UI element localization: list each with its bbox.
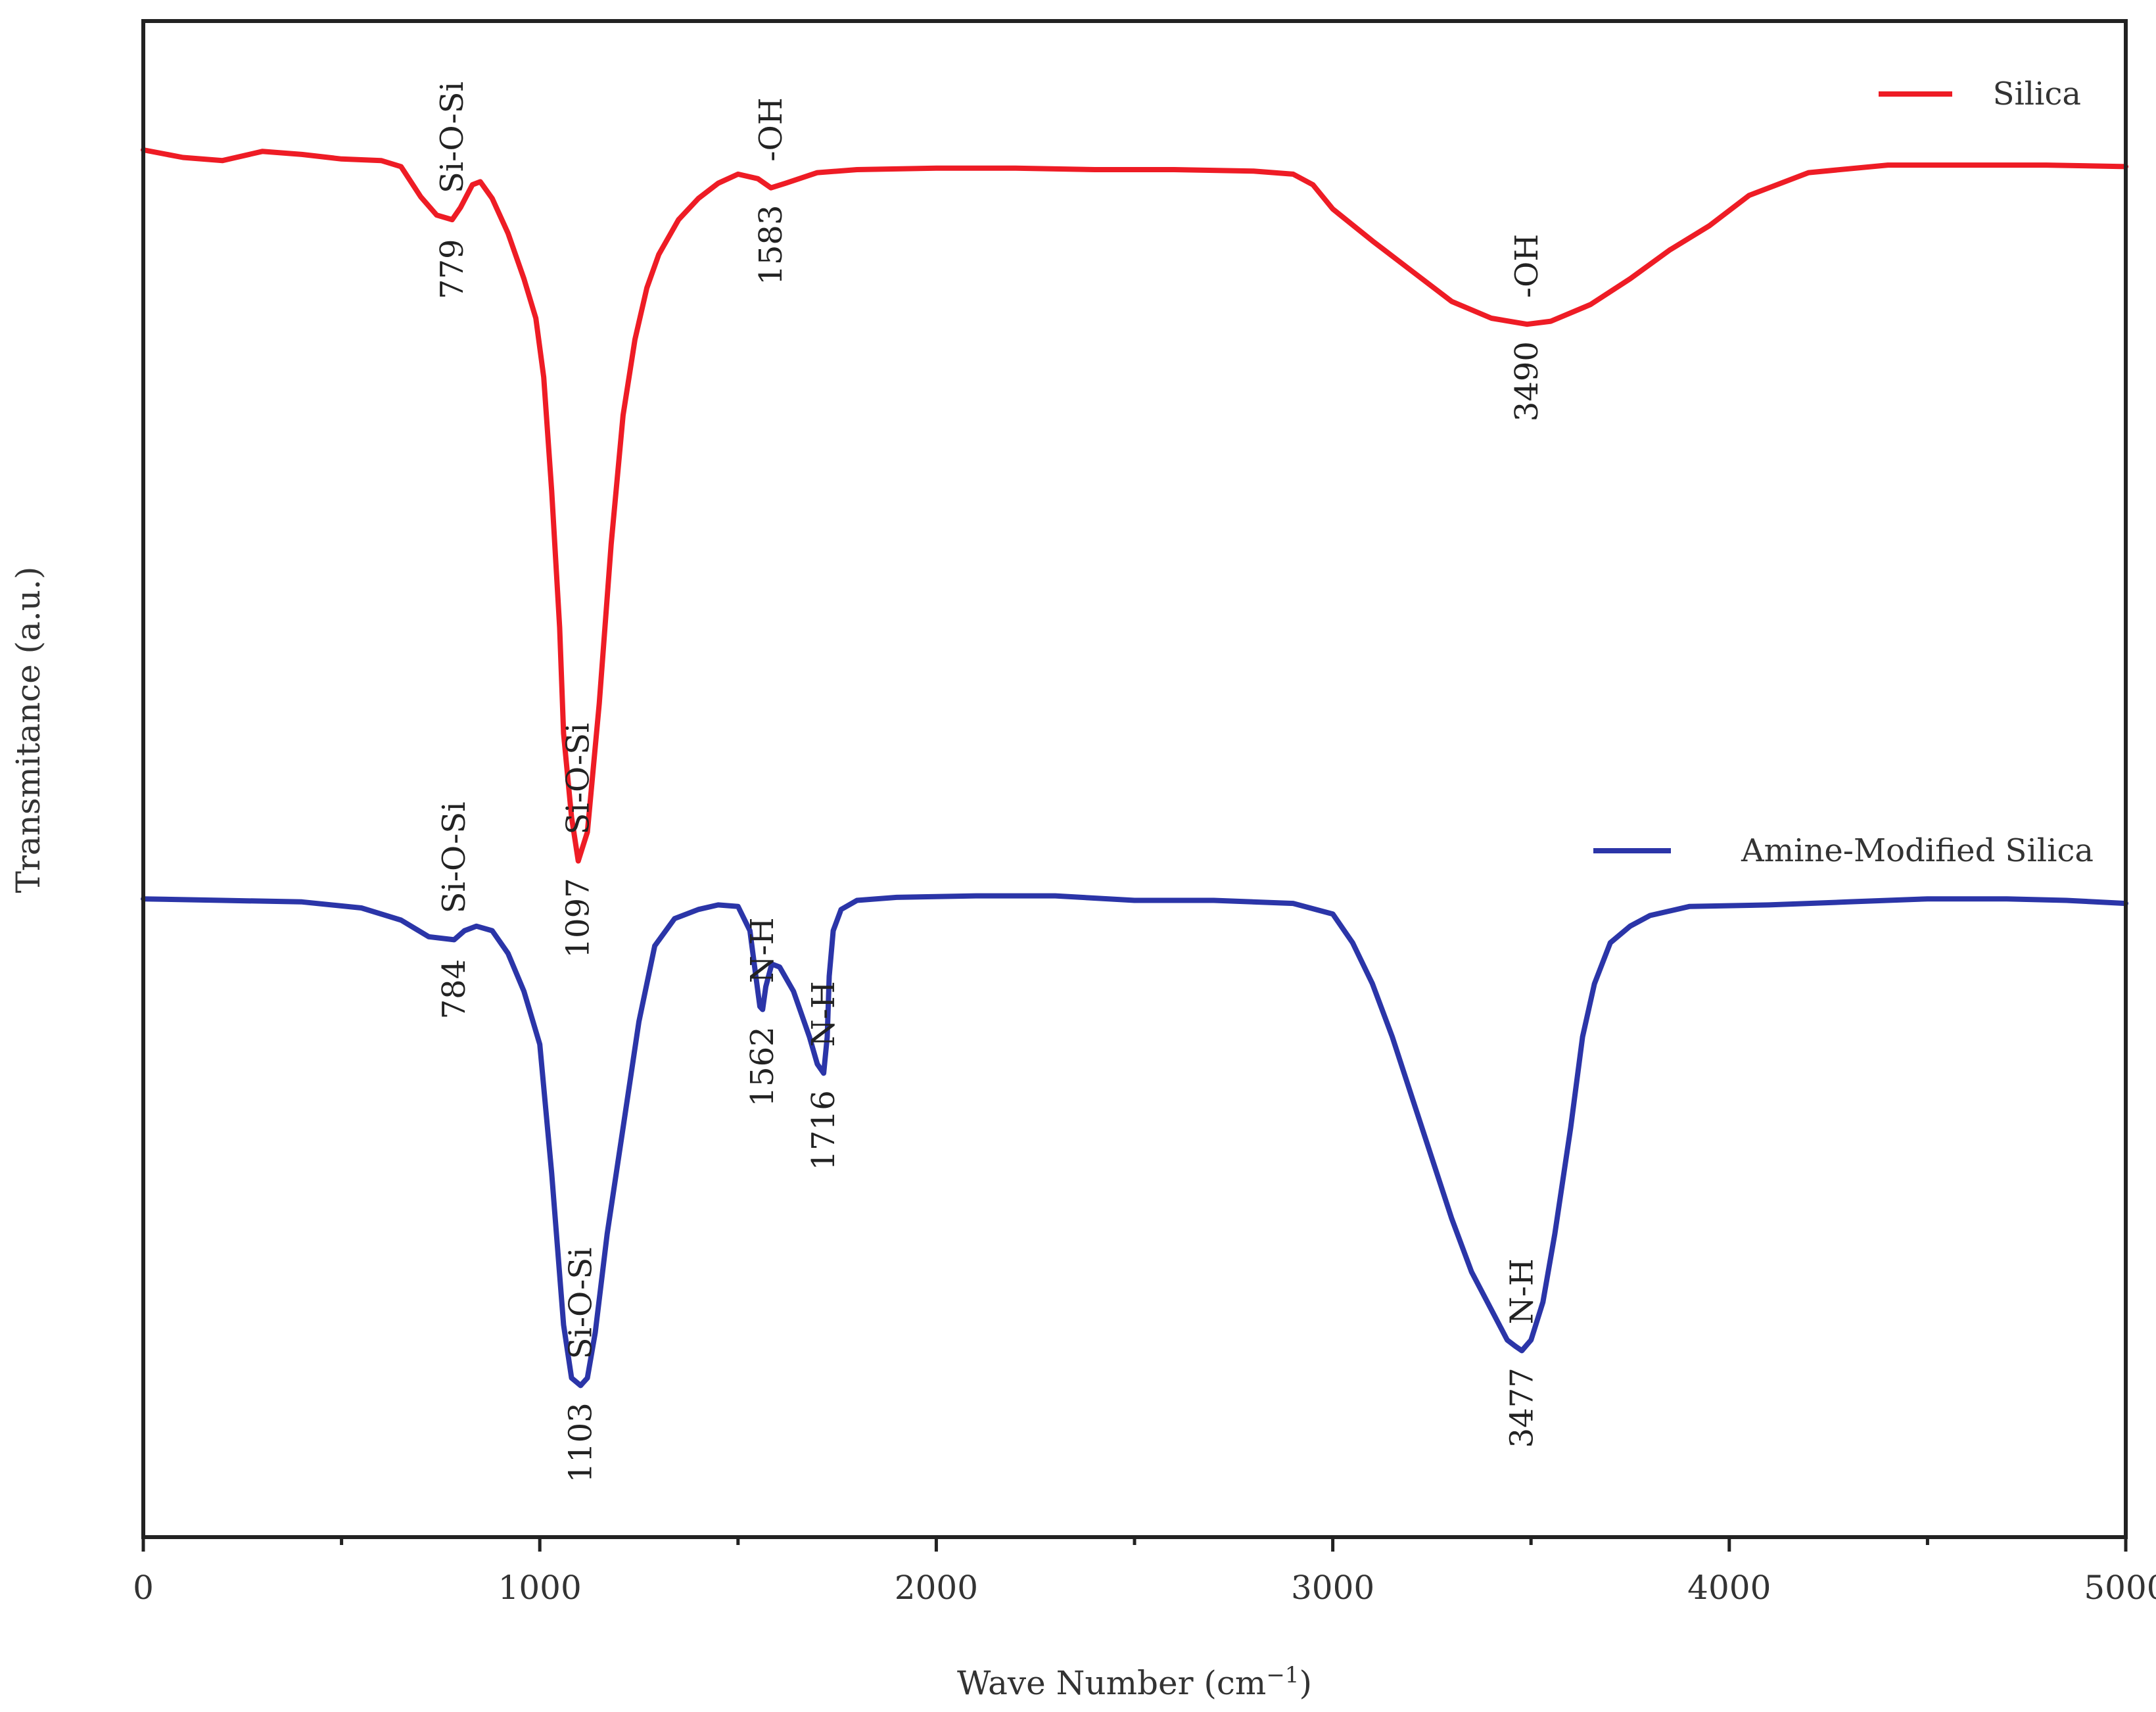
- x-axis-label-close: ): [1299, 1664, 1312, 1702]
- peak-annotation: Si-O-Si: [436, 801, 473, 913]
- peak-annotation: Si-O-Si: [560, 723, 597, 834]
- peak-annotation: N-H: [744, 917, 781, 983]
- x-tick-label: 5000: [2084, 1569, 2156, 1607]
- peak-annotation: 3490: [1509, 341, 1545, 421]
- series-line-amine-modified-silica: [141, 893, 2128, 1389]
- x-tick-label: 4000: [1687, 1569, 1771, 1607]
- peak-annotation: Si-O-Si: [434, 82, 471, 193]
- legend-label: Silica: [1993, 76, 2081, 112]
- peak-annotation: -OH: [753, 97, 789, 161]
- x-axis-label: Wave Number (cm−1): [957, 1662, 1312, 1702]
- peak-annotation: 1583: [753, 205, 789, 285]
- x-axis-label-text: Wave Number (cm: [957, 1664, 1266, 1702]
- series-layer: [141, 147, 2128, 1389]
- peak-annotation: 1097: [560, 878, 597, 958]
- peak-annotation: 779: [434, 239, 471, 299]
- peak-annotation: 3477: [1503, 1367, 1540, 1448]
- legend: Silica Amine-Modified Silica: [1593, 76, 2094, 869]
- peak-annotation: N-H: [1503, 1258, 1540, 1324]
- peak-annotation: 1103: [562, 1402, 599, 1483]
- x-tick-label: 0: [133, 1569, 154, 1607]
- peak-annotation: 1716: [805, 1090, 842, 1170]
- peak-annotation: Si-O-Si: [562, 1247, 599, 1359]
- series-line-silica: [141, 147, 2128, 864]
- peak-annotation: -OH: [1509, 234, 1545, 298]
- x-tick-label: 2000: [895, 1569, 978, 1607]
- peak-annotation: 1562: [744, 1026, 781, 1106]
- peak-annotation: N-H: [805, 981, 842, 1047]
- x-axis-label-superscript: −1: [1266, 1662, 1299, 1688]
- y-axis-label: Transmitance (a.u.): [9, 567, 47, 893]
- x-tick-label: 3000: [1291, 1569, 1374, 1607]
- legend-label: Amine-Modified Silica: [1741, 832, 2094, 869]
- x-ticks: 0 1000 2000 3000 4000 5000: [133, 1537, 2156, 1607]
- x-tick-label: 1000: [498, 1569, 582, 1607]
- peak-annotation: 784: [436, 959, 473, 1020]
- annotation-layer: 779 Si-O-Si 1097 Si-O-Si 1583 -OH 3490 -OH 784 Si…: [434, 82, 1545, 1483]
